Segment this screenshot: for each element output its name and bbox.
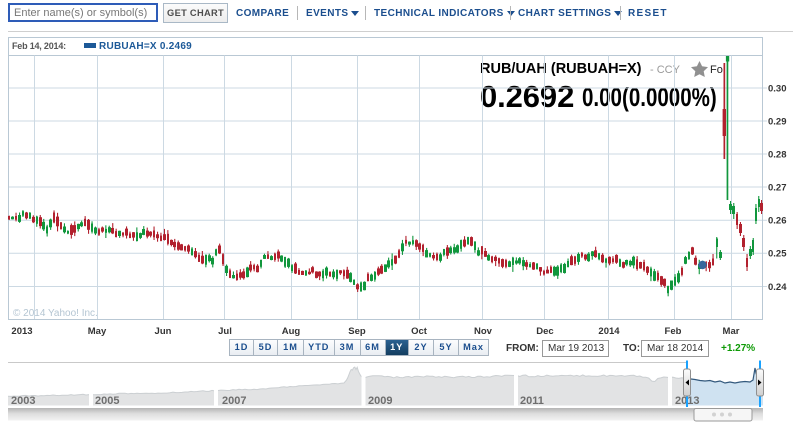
svg-text:Feb: Feb [665,326,682,337]
svg-text:Jun: Jun [155,326,172,337]
svg-text:Sep: Sep [348,326,366,337]
svg-text:Aug: Aug [282,326,301,337]
svg-text:2014: 2014 [598,326,620,337]
svg-text:Nov: Nov [474,326,493,337]
svg-text:2007: 2007 [222,395,246,407]
svg-text:May: May [88,326,107,337]
svg-text:0.30: 0.30 [768,83,787,94]
svg-text:2009: 2009 [368,395,392,407]
svg-text:Jul: Jul [218,326,232,337]
svg-text:Mar: Mar [723,326,740,337]
svg-text:2005: 2005 [95,395,119,407]
svg-text:0.25: 0.25 [768,249,787,260]
svg-text:Dec: Dec [536,326,553,337]
svg-text:2003: 2003 [11,395,35,407]
svg-text:Oct: Oct [411,326,428,337]
svg-text:2011: 2011 [520,395,544,407]
svg-text:0.24: 0.24 [768,282,787,293]
svg-text:0.26: 0.26 [768,216,787,227]
svg-text:0.27: 0.27 [768,182,787,193]
svg-text:0.28: 0.28 [768,149,787,160]
svg-text:0.29: 0.29 [768,116,787,127]
svg-text:2013: 2013 [11,326,32,337]
